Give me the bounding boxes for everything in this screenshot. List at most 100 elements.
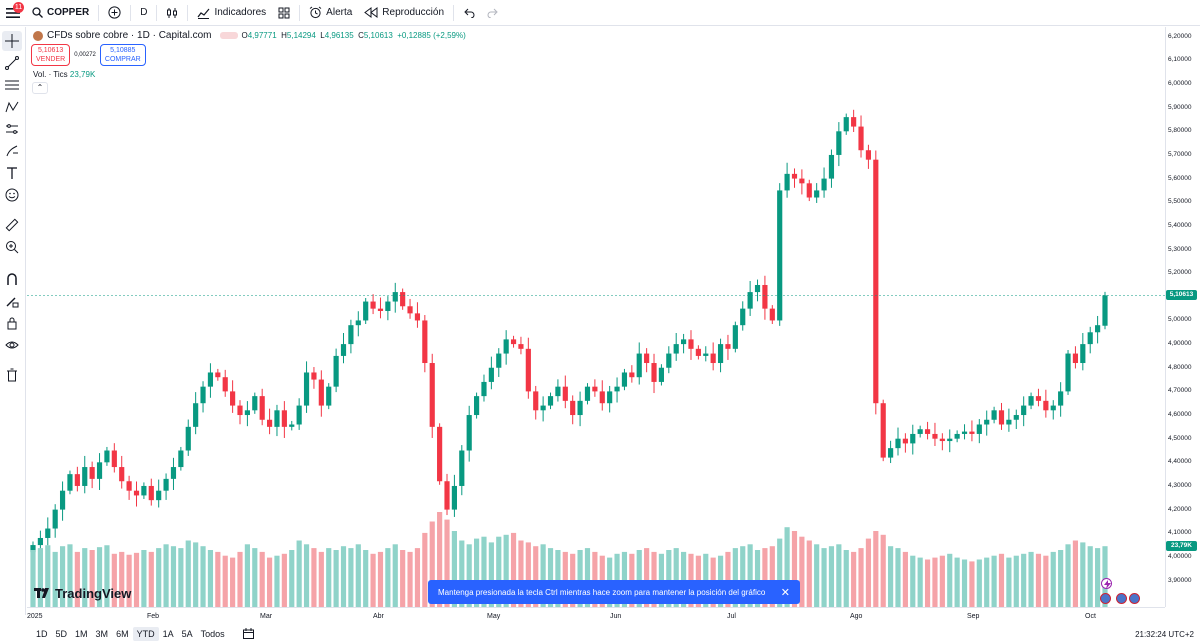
candle-body: [1102, 295, 1108, 326]
range-button-todos[interactable]: Todos: [200, 629, 225, 639]
candle-body: [311, 372, 317, 380]
volume-bar: [584, 548, 591, 607]
sell-button[interactable]: 5,10613 VENDER: [31, 44, 71, 66]
candle-body: [215, 372, 221, 378]
visibility-tool[interactable]: [2, 335, 22, 355]
range-button-6m[interactable]: 6M: [116, 629, 129, 639]
volume-legend: Vol. · Tics 23,79K: [33, 70, 95, 79]
measure-tool[interactable]: [2, 215, 22, 235]
us-flag-event-icon[interactable]: [1116, 593, 1127, 604]
range-button-3m[interactable]: 3M: [95, 629, 109, 639]
fib-icon: [5, 80, 19, 90]
us-flag-event-icon[interactable]: [1129, 593, 1140, 604]
candle-body: [599, 391, 605, 404]
range-button-5d[interactable]: 5D: [55, 629, 68, 639]
interval-button[interactable]: D: [134, 0, 153, 26]
spread-value: 0,00272: [74, 52, 96, 58]
volume-bar: [562, 551, 568, 607]
redo-button[interactable]: [481, 0, 505, 26]
volume-bar: [917, 557, 923, 607]
pattern-tool[interactable]: [2, 97, 22, 117]
alert-button[interactable]: Alerta: [303, 0, 358, 26]
candle-body: [274, 410, 280, 427]
candle-body: [111, 450, 117, 468]
candle-body: [303, 372, 310, 406]
volume-bar: [437, 512, 443, 607]
emoji-tool[interactable]: [2, 185, 22, 205]
volume-bar: [222, 555, 228, 607]
volume-bar: [459, 540, 465, 607]
collapse-legend-button[interactable]: ⌃: [32, 82, 48, 94]
price-tick-label: 5,20000: [1168, 269, 1192, 277]
candle-body: [754, 284, 761, 293]
top-toolbar: 11 COPPER D Indicadores Alerta Reproducc…: [0, 0, 1200, 26]
candle-body: [998, 410, 1005, 425]
time-tick-label: Feb: [147, 613, 160, 620]
range-button-1m[interactable]: 1M: [75, 629, 88, 639]
volume-bar: [481, 536, 487, 607]
tradingview-logo[interactable]: TradingView: [34, 586, 131, 601]
candle-body: [429, 363, 435, 427]
candle-body: [961, 431, 968, 434]
time-tick-label: Mar: [260, 613, 273, 620]
volume-bar: [851, 551, 857, 607]
chart-type-button[interactable]: [160, 0, 184, 26]
event-lightning-icon[interactable]: [1101, 578, 1112, 589]
crosshair-tool[interactable]: [2, 31, 22, 51]
grid-icon: [278, 7, 290, 18]
volume-bar: [673, 548, 679, 607]
price-scale[interactable]: [1165, 27, 1200, 607]
range-button-1a[interactable]: 1A: [162, 629, 174, 639]
compare-button[interactable]: [102, 0, 127, 26]
lock-tool[interactable]: [2, 313, 22, 333]
brush-tool[interactable]: [2, 141, 22, 161]
volume-bar: [1072, 540, 1079, 607]
notification-badge: 11: [13, 1, 24, 13]
text-tool[interactable]: [2, 163, 22, 183]
candle-body: [437, 426, 443, 482]
candle-body: [932, 433, 938, 439]
candle-body: [851, 117, 857, 127]
symbol-search-button[interactable]: COPPER: [26, 0, 95, 26]
high-value: 5,14294: [286, 31, 316, 40]
candle-body: [614, 386, 620, 392]
range-button-5a[interactable]: 5A: [181, 629, 193, 639]
layouts-button[interactable]: [272, 0, 296, 26]
range-button-ytd[interactable]: YTD: [132, 627, 159, 641]
fib-tool[interactable]: [2, 75, 22, 95]
candle-body: [466, 415, 472, 451]
candle-body: [710, 353, 716, 364]
date-range-button[interactable]: [242, 627, 254, 641]
replay-icon: [364, 7, 378, 18]
forecast-tool[interactable]: [2, 119, 22, 139]
zoom-tool[interactable]: [2, 237, 22, 257]
clock-label[interactable]: 21:32:24 UTC+2: [1135, 629, 1194, 639]
undo-button[interactable]: [457, 0, 481, 26]
us-flag-event-icon[interactable]: [1100, 593, 1111, 604]
magnet-tool[interactable]: [2, 269, 22, 289]
candle-body: [547, 396, 554, 406]
menu-button[interactable]: 11: [0, 0, 26, 26]
replay-button[interactable]: Reproducción: [358, 0, 450, 26]
chart-pane[interactable]: [27, 27, 1165, 607]
eye-icon: [5, 341, 19, 349]
volume-bar: [74, 551, 80, 607]
candle-body: [444, 481, 450, 510]
redo-icon: [487, 8, 498, 18]
trendline-tool[interactable]: [2, 53, 22, 73]
drawing-mode-tool[interactable]: [2, 291, 22, 311]
range-button-1d[interactable]: 1D: [36, 629, 48, 639]
candle-body: [266, 419, 273, 427]
buy-button[interactable]: 5,10885 COMPRAR: [99, 44, 146, 66]
time-axis[interactable]: 2025 Feb Mar Abr May Jun Jul Ago Sep Oct: [27, 607, 1165, 627]
candle-body: [969, 431, 975, 434]
volume-bar: [799, 536, 805, 607]
candle-body: [148, 485, 154, 501]
volume-bar: [370, 553, 376, 607]
remove-drawings-tool[interactable]: [2, 365, 22, 385]
indicators-label: Indicadores: [214, 7, 267, 18]
volume-bar: [518, 540, 524, 607]
close-icon[interactable]: ✕: [780, 586, 790, 599]
indicators-button[interactable]: Indicadores: [191, 0, 272, 26]
volume-bar: [52, 551, 58, 607]
